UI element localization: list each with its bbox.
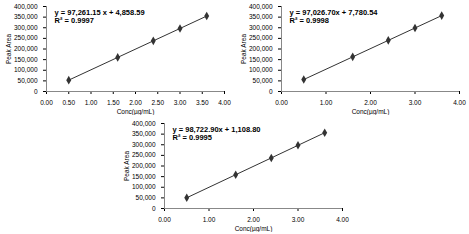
svg-text:150,000: 150,000 <box>132 173 156 180</box>
svg-text:Peak Area: Peak Area <box>123 151 130 181</box>
svg-text:350,000: 350,000 <box>14 13 38 20</box>
svg-text:1.00: 1.00 <box>319 99 332 106</box>
svg-text:400,000: 400,000 <box>249 3 273 10</box>
svg-text:4.00: 4.00 <box>218 99 231 106</box>
svg-text:y = 98,722.90x + 1,108.80R² =: y = 98,722.90x + 1,108.80R² = 0.9995 <box>172 125 260 143</box>
svg-text:0: 0 <box>151 205 155 212</box>
svg-text:2.50: 2.50 <box>152 99 165 106</box>
svg-text:4.00: 4.00 <box>336 216 349 223</box>
svg-text:3.00: 3.00 <box>174 99 187 106</box>
svg-text:400,000: 400,000 <box>14 3 38 10</box>
svg-text:y = 97,026.70x + 7,780.54R² =: y = 97,026.70x + 7,780.54R² = 0.9998 <box>289 8 378 26</box>
svg-text:Conc(µg/mL): Conc(µg/mL) <box>117 108 155 116</box>
svg-text:Peak Area: Peak Area <box>240 34 247 64</box>
svg-text:350,000: 350,000 <box>132 130 156 137</box>
svg-text:0.00: 0.00 <box>275 99 288 106</box>
svg-text:150,000: 150,000 <box>249 56 273 63</box>
svg-text:50,000: 50,000 <box>135 194 155 201</box>
svg-text:250,000: 250,000 <box>249 34 273 41</box>
svg-text:50,000: 50,000 <box>18 77 38 84</box>
svg-text:1.50: 1.50 <box>107 99 120 106</box>
svg-text:0: 0 <box>269 88 273 95</box>
svg-text:200,000: 200,000 <box>249 45 273 52</box>
svg-text:100,000: 100,000 <box>249 66 273 73</box>
svg-text:2.00: 2.00 <box>247 216 260 223</box>
svg-text:2.00: 2.00 <box>364 99 377 106</box>
svg-text:y = 97,261.15 x + 4,858.59R² =: y = 97,261.15 x + 4,858.59R² = 0.9997 <box>55 8 145 26</box>
svg-text:3.00: 3.00 <box>408 99 421 106</box>
svg-text:1.00: 1.00 <box>202 216 215 223</box>
svg-text:2.00: 2.00 <box>129 99 142 106</box>
svg-text:300,000: 300,000 <box>14 24 38 31</box>
svg-text:Conc(µg/mL): Conc(µg/mL) <box>234 225 272 233</box>
svg-text:100,000: 100,000 <box>132 183 156 190</box>
svg-text:200,000: 200,000 <box>14 45 38 52</box>
svg-text:Conc(µg/mL): Conc(µg/mL) <box>351 108 389 116</box>
svg-text:1.00: 1.00 <box>85 99 98 106</box>
svg-text:350,000: 350,000 <box>249 13 273 20</box>
svg-text:3.50: 3.50 <box>196 99 209 106</box>
svg-text:250,000: 250,000 <box>14 34 38 41</box>
svg-text:4.00: 4.00 <box>453 99 466 106</box>
svg-text:250,000: 250,000 <box>132 151 156 158</box>
svg-text:150,000: 150,000 <box>14 56 38 63</box>
svg-text:400,000: 400,000 <box>132 120 156 127</box>
svg-text:Peak Area: Peak Area <box>5 34 12 64</box>
svg-text:50,000: 50,000 <box>252 77 272 84</box>
svg-text:0.00: 0.00 <box>40 99 53 106</box>
svg-text:200,000: 200,000 <box>132 162 156 169</box>
svg-text:300,000: 300,000 <box>249 24 273 31</box>
svg-text:3.00: 3.00 <box>291 216 304 223</box>
svg-text:0.00: 0.00 <box>158 216 171 223</box>
svg-text:300,000: 300,000 <box>132 141 156 148</box>
svg-text:0: 0 <box>34 88 38 95</box>
svg-text:100,000: 100,000 <box>14 66 38 73</box>
svg-text:0.50: 0.50 <box>63 99 76 106</box>
